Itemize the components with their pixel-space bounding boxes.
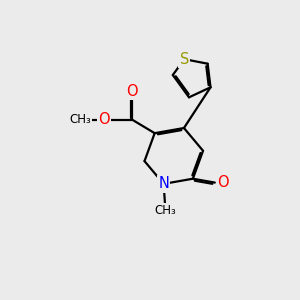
Text: S: S: [180, 52, 189, 67]
Text: O: O: [98, 112, 110, 127]
Text: CH₃: CH₃: [69, 113, 91, 126]
Text: O: O: [217, 175, 229, 190]
Text: CH₃: CH₃: [154, 204, 176, 217]
Text: O: O: [126, 84, 138, 99]
Text: N: N: [158, 176, 169, 191]
